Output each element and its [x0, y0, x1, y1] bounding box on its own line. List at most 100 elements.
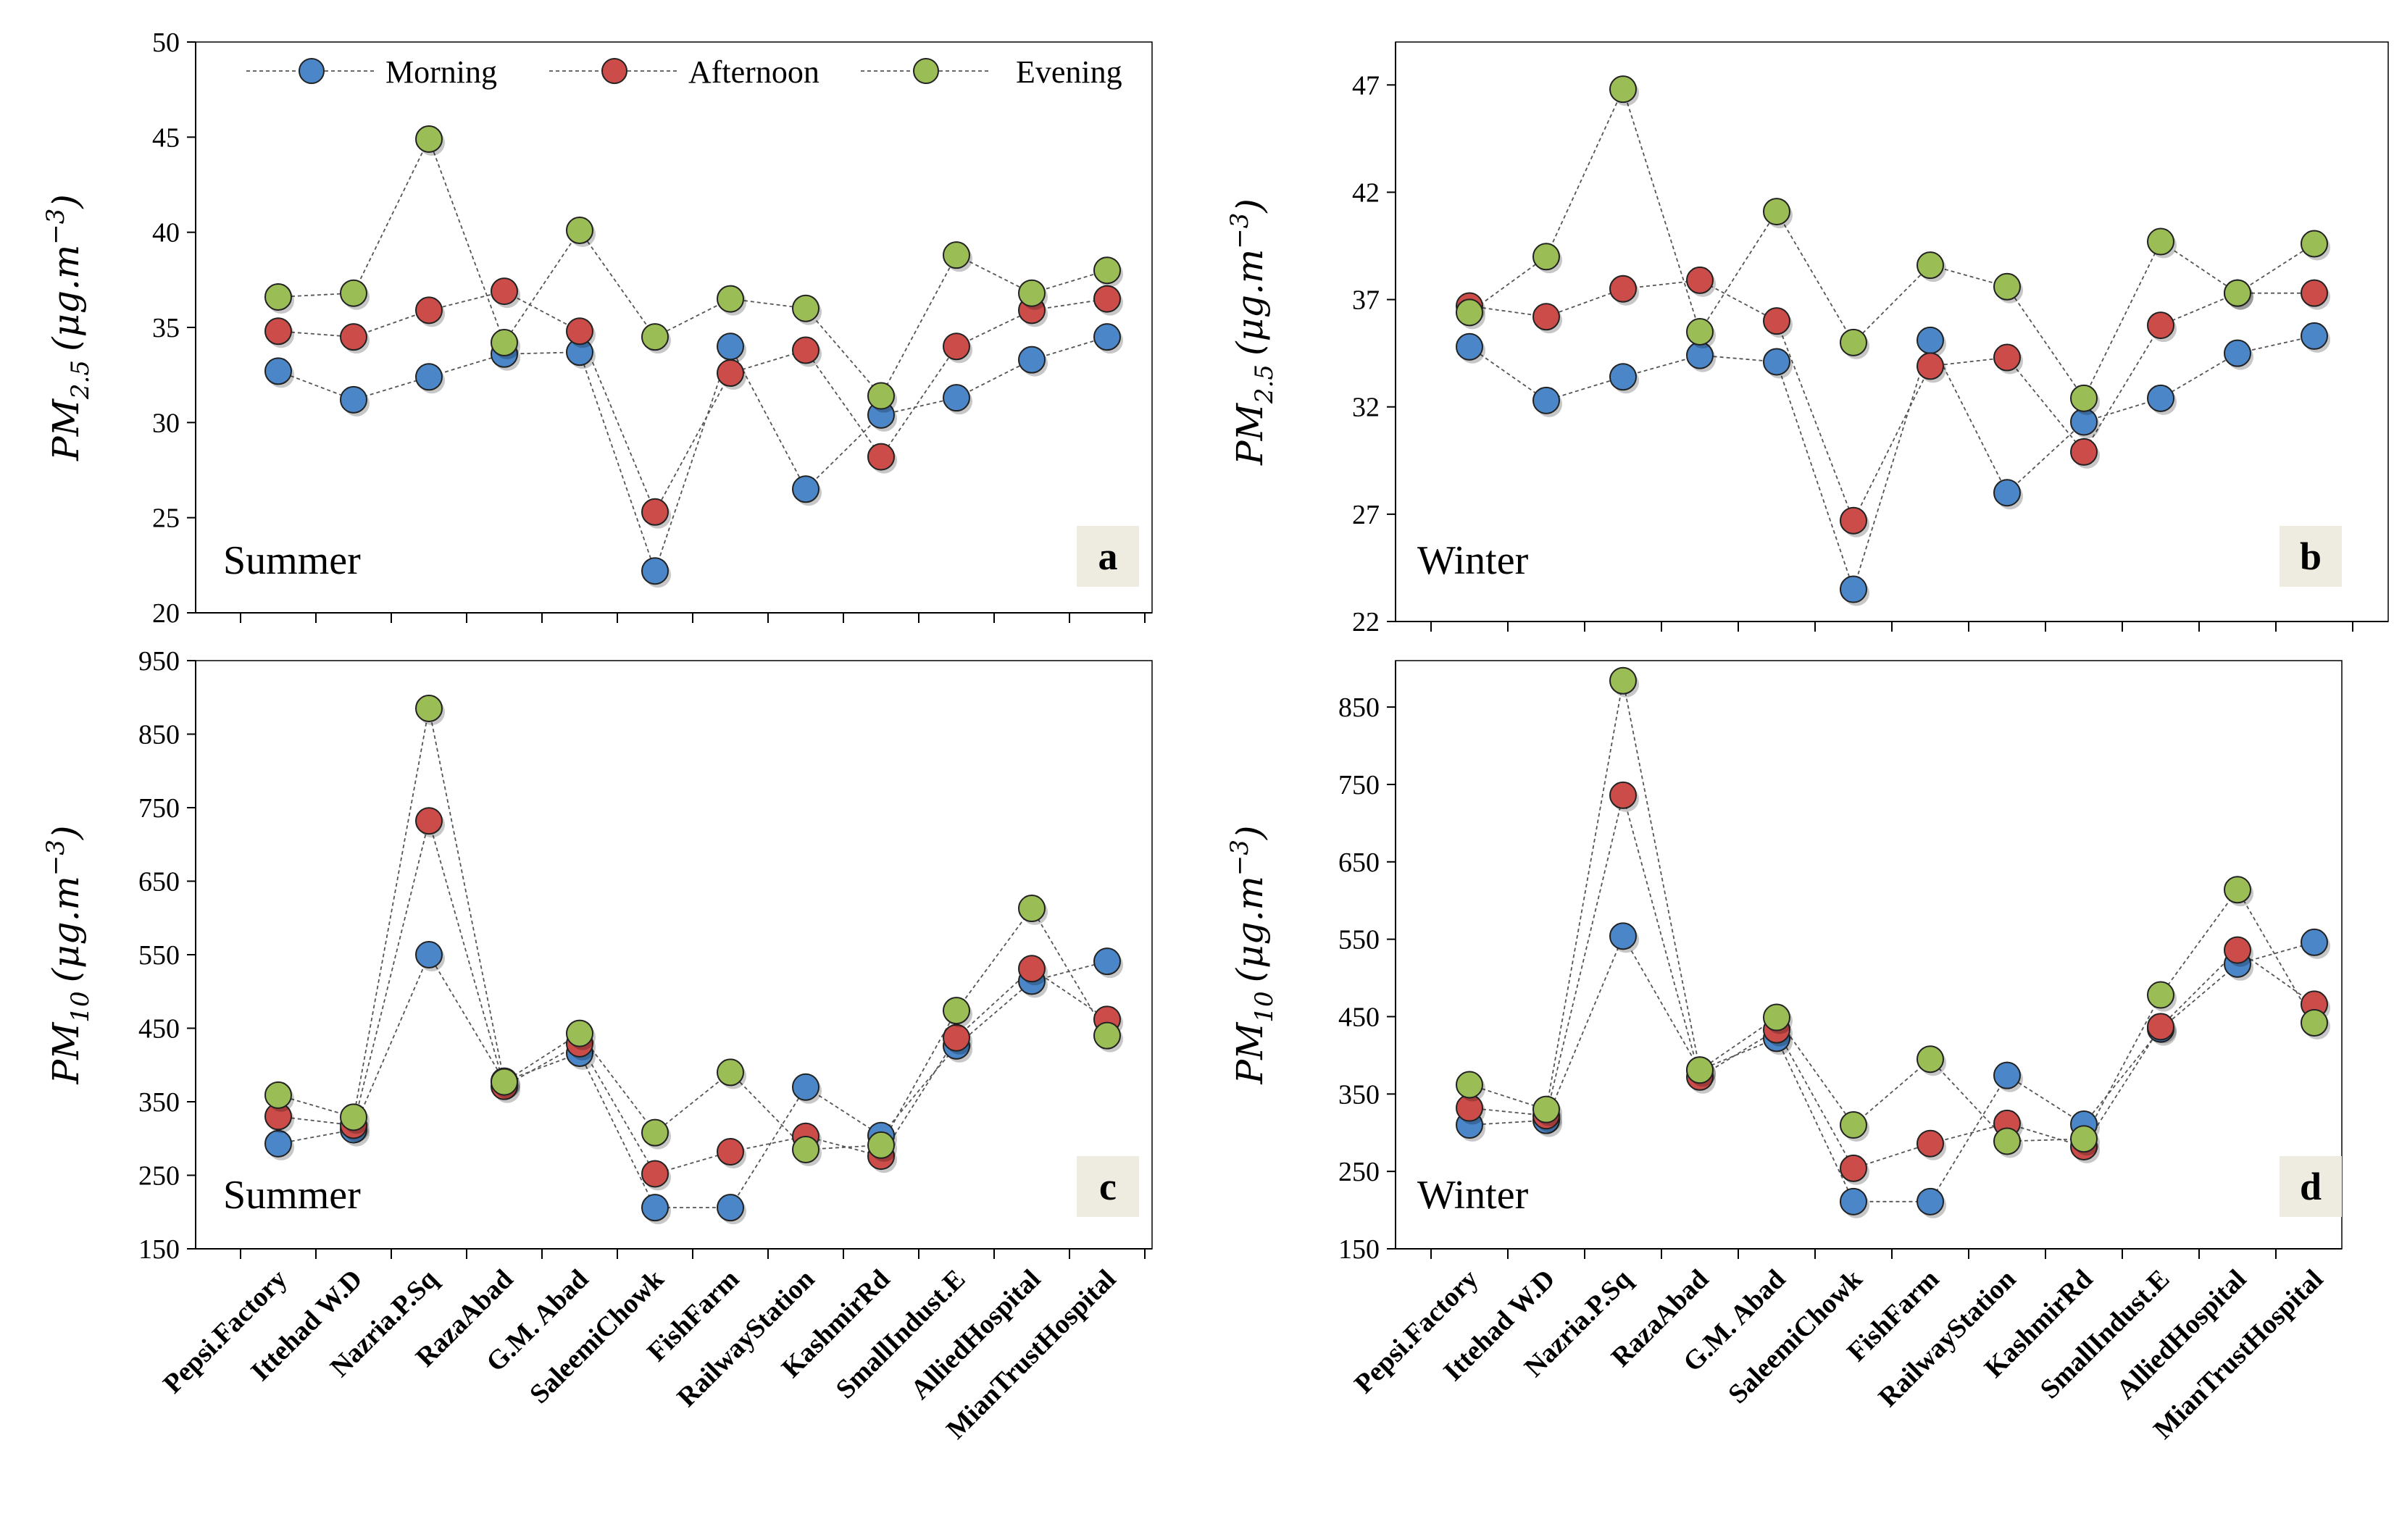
- point-morning-alliedhospital: [1018, 346, 1046, 374]
- x-tick-label-railwaystation: RailwayStation: [1872, 1264, 2022, 1413]
- y-tick-label: 30: [152, 408, 180, 438]
- point-evening-pepsi-factory: [1456, 298, 1483, 327]
- point-morning-saleemichowk: [1840, 1187, 1867, 1215]
- point-morning-fishfarm: [1917, 1187, 1944, 1215]
- point-afternoon-g-m-abad: [566, 317, 593, 346]
- point-afternoon-smallindust-e: [2147, 311, 2174, 340]
- point-morning-ittehad-w-d: [340, 385, 367, 414]
- point-morning-alliedhospital: [2224, 339, 2251, 367]
- y-tick-label: 250: [1338, 1157, 1380, 1187]
- panel-label: a: [1098, 535, 1118, 578]
- point-evening-miantrusthospital: [1093, 1021, 1121, 1050]
- point-evening-ittehad-w-d: [340, 279, 367, 307]
- y-tick-label: 950: [138, 646, 180, 677]
- point-evening-ittehad-w-d: [1532, 243, 1560, 271]
- point-evening-razaabad: [491, 1068, 518, 1096]
- point-evening-saleemichowk: [641, 1118, 669, 1147]
- point-afternoon-miantrusthospital: [1093, 285, 1121, 313]
- point-morning-pepsi-factory: [264, 1129, 292, 1158]
- point-afternoon-smallindust-e: [2147, 1013, 2174, 1041]
- point-morning-smallindust-e: [2147, 384, 2174, 412]
- y-tick-label: 22: [1352, 607, 1380, 637]
- point-afternoon-nazria-p-sq: [1609, 781, 1637, 809]
- y-tick-label: 45: [152, 122, 180, 153]
- point-evening-razaabad: [1686, 1056, 1714, 1084]
- point-evening-smallindust-e: [943, 997, 970, 1025]
- point-evening-razaabad: [1686, 318, 1714, 346]
- point-morning-fishfarm: [1917, 326, 1944, 354]
- panel-label-box: [2280, 526, 2342, 587]
- panel-label: c: [1099, 1165, 1117, 1208]
- point-evening-alliedhospital: [1018, 895, 1046, 923]
- point-morning-nazria-p-sq: [1609, 363, 1637, 391]
- x-tick-label-saleemichowk: SaleemiChowk: [1722, 1263, 1869, 1410]
- series-line-morning: [278, 953, 1108, 1209]
- point-evening-g-m-abad: [1763, 1003, 1790, 1031]
- y-tick-label: 32: [1352, 393, 1380, 423]
- point-evening-saleemichowk: [1840, 1111, 1867, 1139]
- series-line-afternoon: [278, 290, 1108, 514]
- point-morning-smallindust-e: [943, 384, 970, 412]
- point-evening-g-m-abad: [566, 217, 593, 245]
- panel-label: d: [2300, 1165, 2322, 1208]
- point-evening-pepsi-factory: [1456, 1071, 1483, 1099]
- y-tick-label: 42: [1352, 177, 1380, 208]
- point-afternoon-fishfarm: [1917, 1129, 1944, 1158]
- point-morning-pepsi-factory: [1456, 332, 1483, 361]
- point-evening-alliedhospital: [1018, 279, 1046, 307]
- point-evening-railwaystation: [1993, 272, 2021, 301]
- point-evening-miantrusthospital: [2301, 1009, 2328, 1037]
- point-afternoon-railwaystation: [792, 336, 819, 364]
- y-tick-label: 450: [138, 1014, 180, 1045]
- point-evening-saleemichowk: [641, 323, 669, 351]
- series-line-morning: [1469, 934, 2315, 1202]
- y-tick-label: 350: [138, 1087, 180, 1118]
- point-evening-smallindust-e: [2147, 981, 2174, 1009]
- x-tick-label-alliedhospital: AlliedHospital: [905, 1264, 1046, 1405]
- season-label: Summer: [223, 538, 361, 583]
- point-evening-railwaystation: [1993, 1127, 2021, 1155]
- panel-c: 150250350450550650750850950Pepsi.Factory…: [41, 646, 1153, 1445]
- y-tick-label: 35: [152, 313, 180, 343]
- panel-label-box: [1077, 1156, 1139, 1217]
- point-evening-kashmirrd: [2070, 1125, 2098, 1153]
- point-evening-fishfarm: [717, 285, 744, 313]
- y-tick-label: 150: [138, 1234, 180, 1265]
- point-afternoon-g-m-abad: [1763, 307, 1790, 335]
- point-evening-g-m-abad: [1763, 198, 1790, 226]
- series-line-evening: [278, 137, 1108, 398]
- point-afternoon-ittehad-w-d: [340, 323, 367, 351]
- point-morning-pepsi-factory: [264, 357, 292, 385]
- panel-label-box: [2280, 1156, 2342, 1217]
- point-afternoon-razaabad: [1686, 266, 1714, 294]
- panel-d: 150250350450550650750850Pepsi.FactoryItt…: [1225, 660, 2343, 1445]
- point-afternoon-saleemichowk: [1840, 1154, 1867, 1182]
- legend: Morning Afternoon Evening: [246, 54, 1122, 90]
- x-tick-label-smallindust-e: SmallIndust.E: [830, 1264, 972, 1405]
- point-afternoon-miantrusthospital: [2301, 279, 2328, 307]
- point-afternoon-ittehad-w-d: [1532, 303, 1560, 331]
- point-evening-nazria-p-sq: [415, 694, 443, 722]
- point-afternoon-smallindust-e: [943, 332, 970, 361]
- point-evening-razaabad: [491, 329, 518, 357]
- point-evening-nazria-p-sq: [415, 125, 443, 153]
- point-afternoon-alliedhospital: [2224, 936, 2251, 964]
- point-afternoon-saleemichowk: [641, 498, 669, 526]
- point-evening-smallindust-e: [2147, 227, 2174, 256]
- point-evening-alliedhospital: [2224, 279, 2251, 307]
- point-evening-ittehad-w-d: [1532, 1095, 1560, 1123]
- legend-label-evening: Evening: [1016, 54, 1122, 90]
- legend-marker-evening: [913, 58, 939, 84]
- panel-a: 20 25 30 35 40 45 50 Summer a PM2.5(μg.m−3) Mo…: [41, 28, 1153, 629]
- series-line-evening: [278, 708, 1108, 1150]
- point-evening-ittehad-w-d: [340, 1103, 367, 1131]
- point-afternoon-nazria-p-sq: [415, 807, 443, 835]
- point-evening-saleemichowk: [1840, 328, 1867, 356]
- legend-label-morning: Morning: [385, 54, 497, 90]
- series-line-morning: [1469, 335, 2315, 592]
- point-evening-kashmirrd: [867, 1131, 895, 1159]
- y-tick-label: 27: [1352, 500, 1380, 530]
- point-evening-kashmirrd: [2070, 384, 2098, 412]
- point-morning-ittehad-w-d: [1532, 386, 1560, 414]
- point-afternoon-kashmirrd: [2070, 438, 2098, 466]
